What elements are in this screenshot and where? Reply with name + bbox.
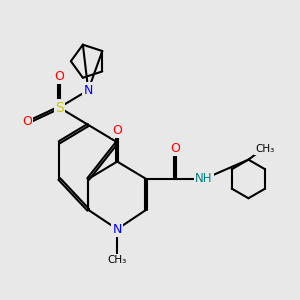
- Text: N: N: [84, 84, 93, 97]
- Text: O: O: [22, 115, 32, 128]
- Text: NH: NH: [195, 172, 213, 185]
- Text: S: S: [55, 100, 64, 115]
- Text: CH₃: CH₃: [108, 255, 127, 265]
- Text: CH₃: CH₃: [255, 144, 275, 154]
- Text: N: N: [112, 223, 122, 236]
- Text: O: O: [112, 124, 122, 137]
- Text: O: O: [170, 142, 180, 154]
- Text: O: O: [54, 70, 64, 83]
